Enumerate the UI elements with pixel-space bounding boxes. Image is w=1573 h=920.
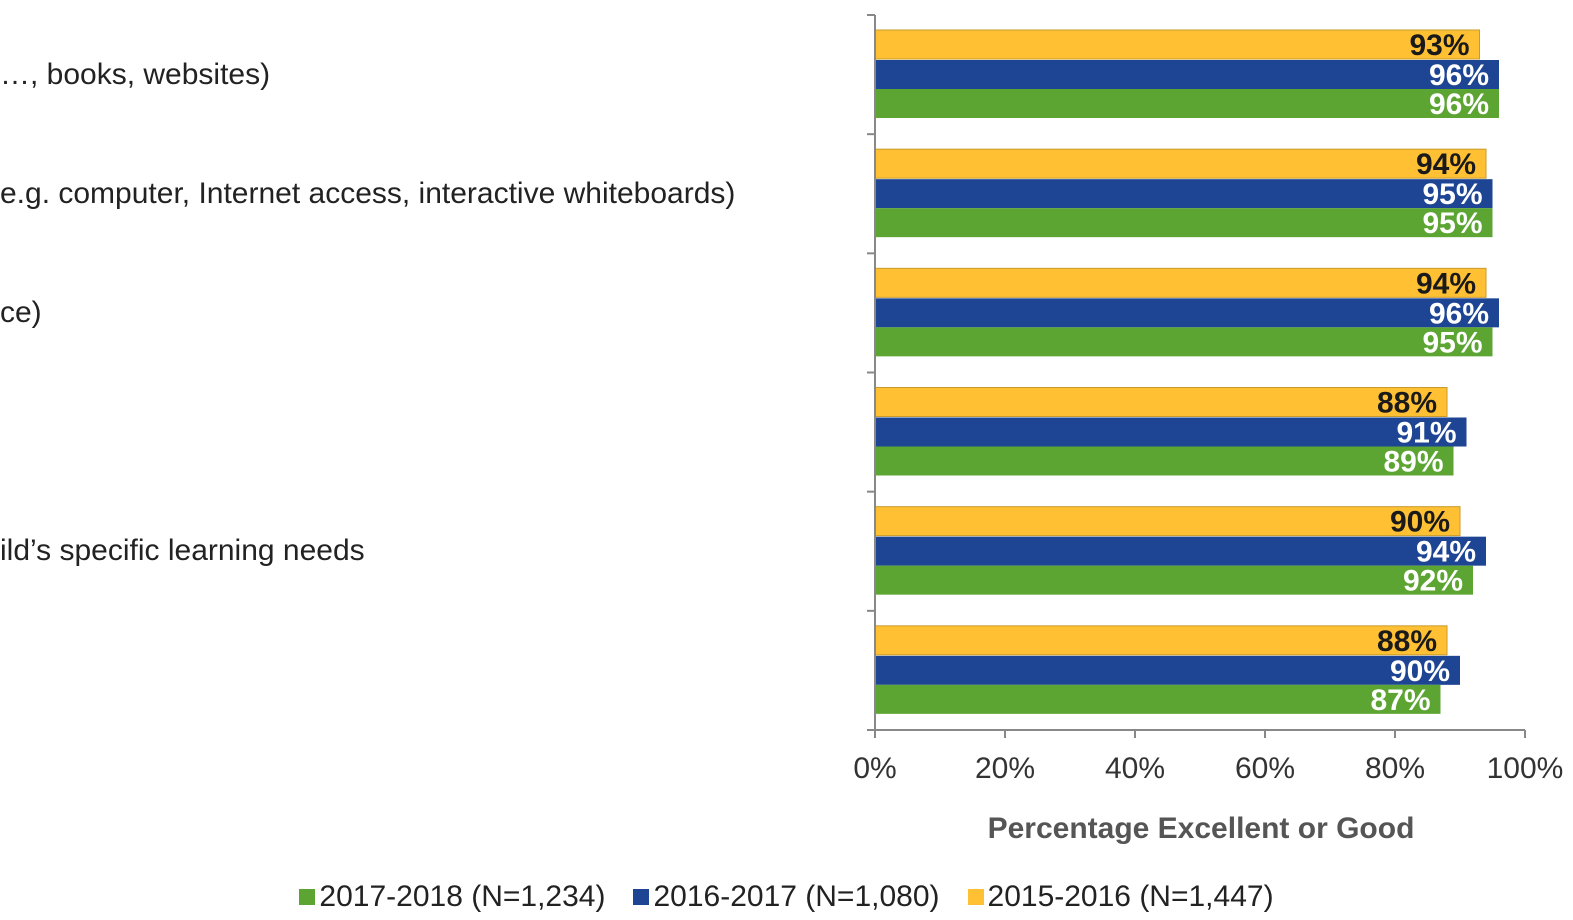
data-label: 89%	[1383, 446, 1443, 479]
bar	[875, 60, 1499, 89]
bar	[875, 327, 1493, 357]
bar	[875, 565, 1473, 595]
bar	[875, 298, 1499, 328]
category-label: …, books, websites)	[0, 57, 271, 91]
x-tick-label: 20%	[975, 752, 1035, 785]
data-label: 94%	[1416, 148, 1476, 181]
x-tick-label: 100%	[1487, 752, 1564, 785]
data-label: 90%	[1390, 506, 1450, 539]
data-label: 91%	[1396, 417, 1456, 450]
data-label: 96%	[1429, 59, 1489, 92]
bar	[874, 267, 1487, 298]
data-label: 96%	[1429, 88, 1489, 121]
data-label: 94%	[1416, 536, 1476, 569]
data-label: 88%	[1377, 387, 1437, 420]
legend-label: 2015-2016 (N=1,447)	[987, 880, 1274, 913]
data-label: 93%	[1409, 29, 1469, 62]
bar	[874, 506, 1461, 537]
legend-swatch	[633, 889, 650, 905]
data-label: 90%	[1390, 655, 1450, 688]
bar	[875, 684, 1441, 714]
x-tick-label: 0%	[853, 752, 896, 785]
data-label: 94%	[1416, 267, 1476, 300]
bar	[875, 536, 1486, 566]
legend-item: 2017-2018 (N=1,234)	[299, 880, 605, 914]
data-label: 95%	[1422, 207, 1482, 240]
category-label: ild’s specific learning needs	[0, 534, 365, 568]
bar	[875, 446, 1454, 476]
bar	[875, 208, 1493, 238]
legend-swatch	[299, 889, 316, 905]
legend-label: 2017-2018 (N=1,234)	[319, 880, 606, 913]
bar	[874, 387, 1448, 417]
legend-swatch	[967, 889, 984, 905]
data-label: 95%	[1422, 178, 1482, 211]
x-tick-label: 60%	[1235, 752, 1295, 785]
category-label: ce)	[0, 295, 42, 329]
data-label: 92%	[1403, 565, 1463, 598]
legend-item: 2015-2016 (N=1,447)	[967, 880, 1274, 914]
x-tick-label: 40%	[1105, 752, 1165, 785]
data-label: 88%	[1377, 625, 1437, 658]
data-label: 95%	[1422, 326, 1482, 359]
category-label: e.g. computer, Internet access, interact…	[0, 176, 736, 210]
bar	[875, 179, 1493, 209]
legend: 2017-2018 (N=1,234) 2016-2017 (N=1,080) 20…	[0, 880, 1573, 914]
data-label: 87%	[1370, 684, 1430, 717]
bar	[874, 625, 1448, 656]
x-axis-title: Percentage Excellent or Good	[987, 812, 1415, 845]
bar	[875, 417, 1467, 447]
data-label: 96%	[1429, 297, 1489, 330]
bar	[874, 29, 1480, 60]
bar	[874, 148, 1487, 179]
legend-item: 2016-2017 (N=1,080)	[633, 880, 940, 914]
bar	[875, 89, 1499, 118]
x-tick-label: 80%	[1365, 752, 1425, 785]
bar	[875, 655, 1460, 685]
legend-label: 2016-2017 (N=1,080)	[653, 880, 940, 913]
